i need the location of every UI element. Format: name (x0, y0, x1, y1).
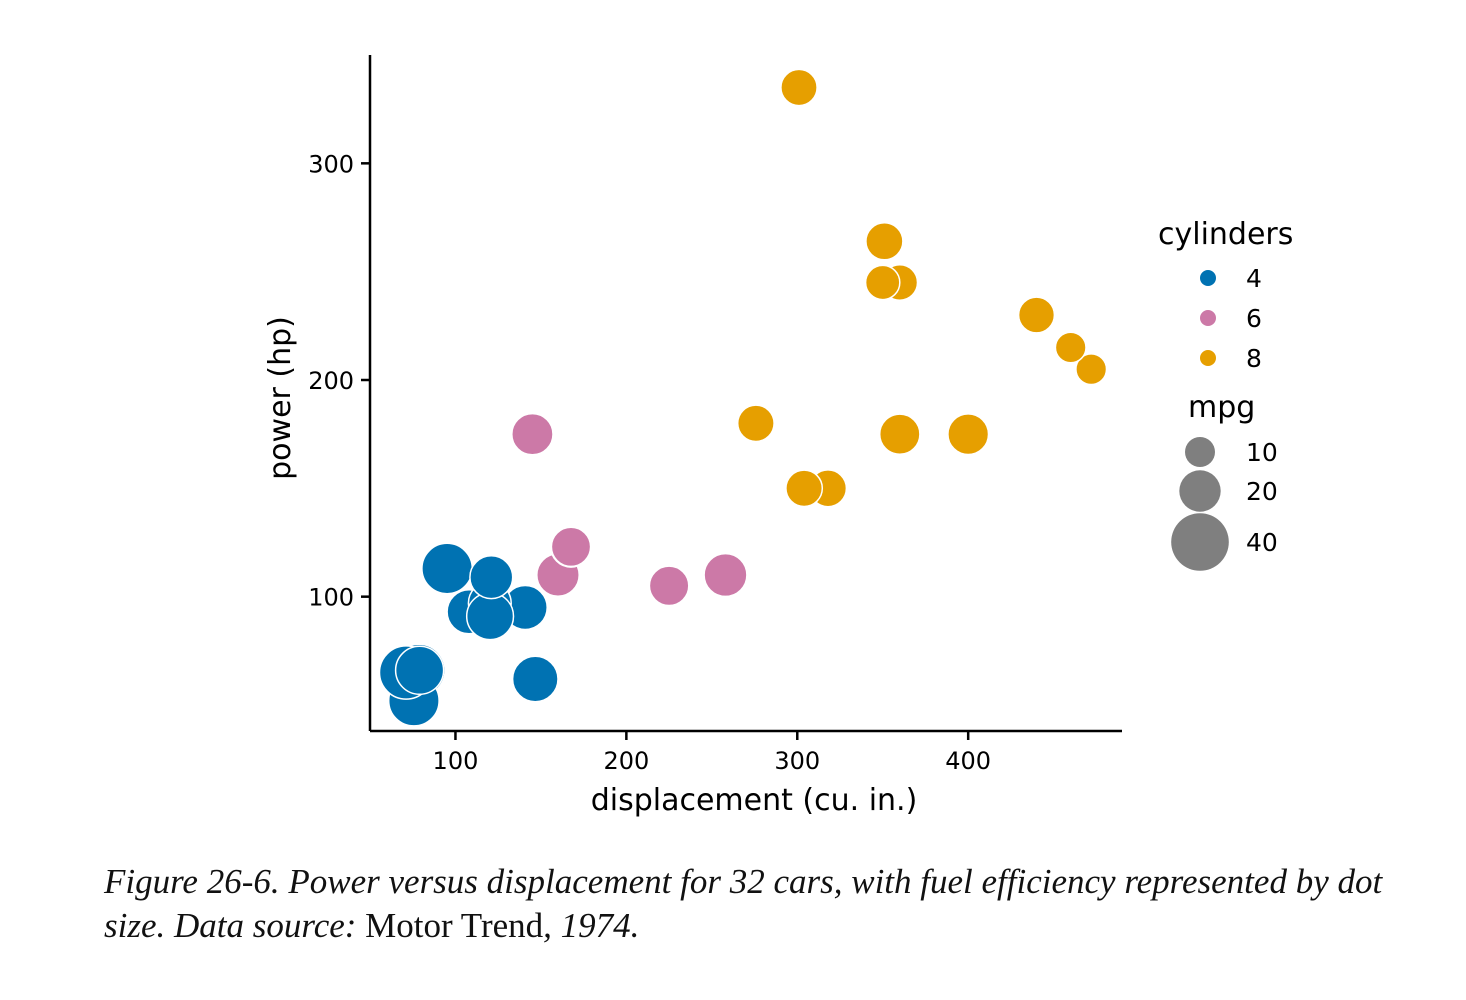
data-points (380, 69, 1107, 726)
data-point (786, 470, 822, 506)
legend-color-label: 8 (1246, 344, 1262, 373)
legend-size-swatch (1185, 437, 1215, 467)
legend-title-cylinders: cylinders (1158, 217, 1293, 252)
legend-size-label: 40 (1246, 528, 1278, 557)
x-tick-label: 100 (433, 747, 479, 775)
x-axis-title: displacement (cu. in.) (591, 783, 918, 818)
x-tick-label: 200 (603, 747, 649, 775)
x-tick-label: 300 (774, 747, 820, 775)
legend-color-swatch (1200, 350, 1216, 366)
caption-source: Motor Trend (365, 906, 543, 945)
legend: cylinders 4 6 8 mpg 10 20 40 (1158, 217, 1293, 571)
legend-color-swatch (1200, 270, 1216, 286)
legend-size-swatch (1179, 470, 1220, 511)
legend-size-label: 20 (1246, 477, 1278, 506)
data-point (866, 265, 900, 299)
data-point (781, 69, 817, 105)
legend-color-swatch (1200, 310, 1216, 326)
data-point (704, 554, 747, 597)
caption-tail: , 1974. (543, 906, 639, 945)
y-tick-label: 200 (308, 367, 354, 395)
figure-caption: Figure 26-6. Power versus displacement f… (104, 860, 1424, 948)
legend-size-label: 10 (1246, 438, 1278, 467)
data-point (512, 414, 553, 455)
data-point (422, 543, 472, 593)
data-point (467, 593, 514, 640)
data-point (866, 223, 903, 260)
data-point (738, 405, 774, 441)
data-point (948, 414, 989, 455)
data-point (649, 566, 688, 605)
legend-title-mpg: mpg (1188, 390, 1255, 425)
data-point (1019, 297, 1055, 333)
legend-color-label: 6 (1246, 304, 1262, 333)
legend-color-label: 4 (1246, 264, 1262, 293)
data-point (1055, 332, 1086, 363)
data-point (880, 414, 920, 454)
legend-size-swatch (1171, 513, 1229, 571)
y-tick-label: 300 (308, 150, 354, 178)
caption-lead: Figure 26-6. Power versus displacement f… (104, 862, 1382, 945)
data-point (470, 556, 513, 599)
x-tick-label: 400 (945, 747, 991, 775)
y-axis-title: power (hp) (263, 316, 298, 480)
data-point (551, 527, 590, 566)
data-point (513, 656, 558, 701)
data-point (396, 646, 444, 694)
y-tick-label: 100 (308, 584, 354, 612)
scatter-plot: 100 200 300 400 100 200 300 displacement (cu. i… (0, 0, 1466, 850)
